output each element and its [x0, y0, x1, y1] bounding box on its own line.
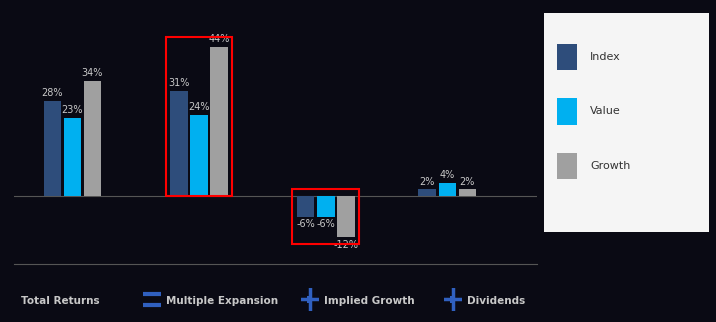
Text: Dividends: Dividends	[467, 296, 525, 306]
Text: 2%: 2%	[420, 177, 435, 187]
Text: Multiple Expansion: Multiple Expansion	[166, 296, 279, 306]
Text: 4%: 4%	[440, 170, 455, 180]
Bar	[84, 81, 101, 196]
Text: Value: Value	[590, 106, 621, 117]
Bar	[211, 47, 228, 196]
Bar	[557, 43, 577, 70]
Bar	[458, 189, 476, 196]
Text: -6%: -6%	[296, 219, 315, 229]
Text: 44%: 44%	[208, 34, 230, 44]
Bar	[64, 118, 81, 196]
Text: Implied Growth: Implied Growth	[324, 296, 415, 306]
Bar	[165, 37, 233, 196]
Bar	[337, 196, 354, 237]
Bar	[292, 189, 359, 244]
Bar	[438, 183, 456, 196]
Text: Index: Index	[590, 52, 621, 62]
Bar	[418, 189, 436, 196]
Bar	[557, 153, 577, 179]
Bar	[557, 98, 577, 125]
Bar	[44, 101, 61, 196]
Text: -12%: -12%	[334, 240, 359, 250]
Text: 2%: 2%	[460, 177, 475, 187]
Text: 28%: 28%	[42, 89, 63, 99]
Text: 24%: 24%	[188, 102, 210, 112]
Text: -6%: -6%	[316, 219, 335, 229]
Bar	[317, 196, 334, 216]
Text: Total Returns: Total Returns	[21, 296, 100, 306]
Text: 31%: 31%	[168, 78, 190, 88]
Text: Growth: Growth	[590, 161, 631, 171]
Text: 34%: 34%	[82, 68, 103, 78]
Bar	[190, 115, 208, 196]
Bar	[297, 196, 314, 216]
Text: 23%: 23%	[62, 105, 83, 115]
Bar	[170, 91, 188, 196]
